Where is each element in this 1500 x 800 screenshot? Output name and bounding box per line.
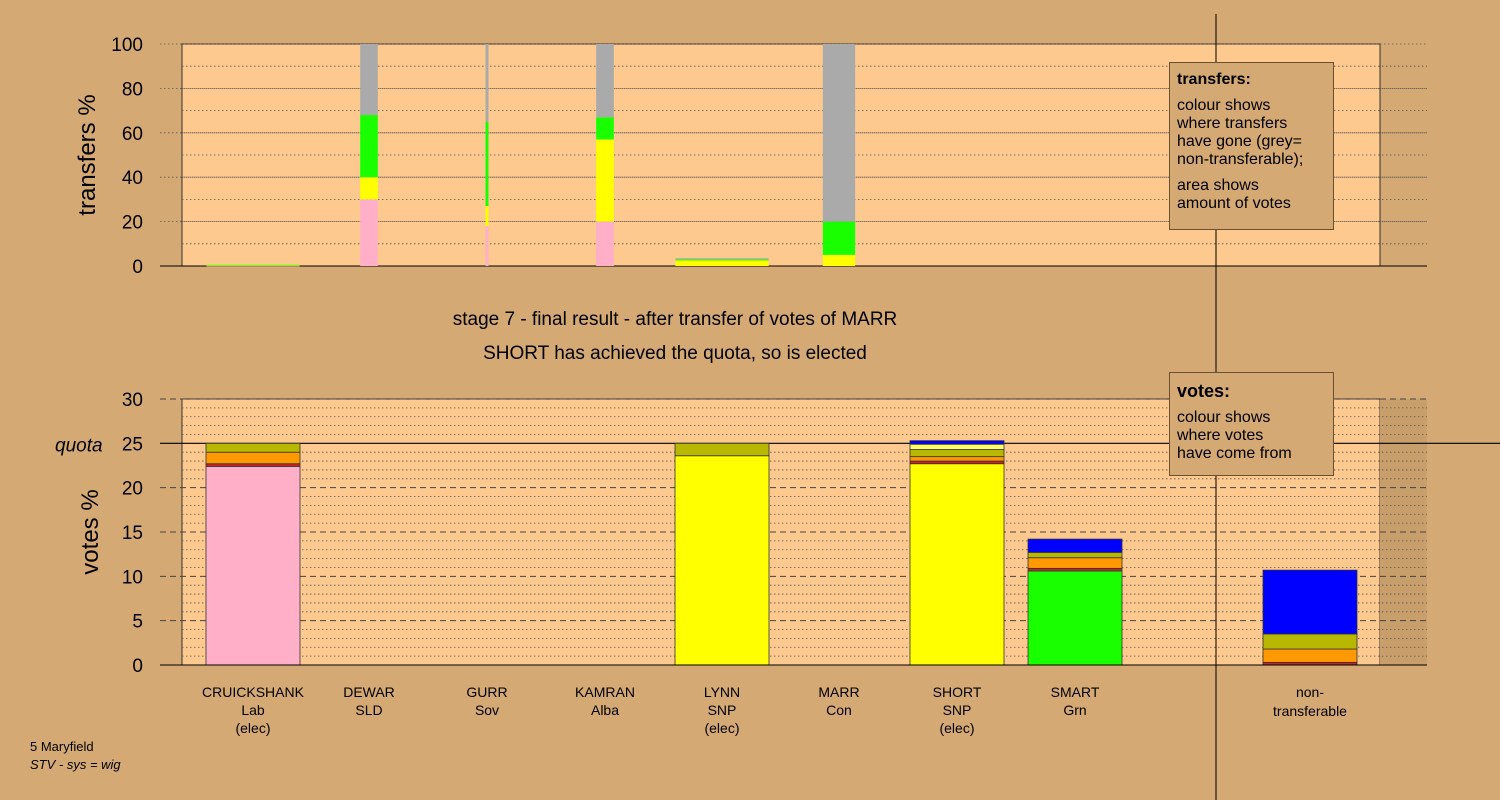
votes-tick-label: 10	[122, 567, 143, 588]
votes-panel: 0 5 10 15 20 30 quota 25 CRUICKSHANK Lab (elec) DEW…	[55, 390, 1500, 736]
votes-legend-line: where votes	[1177, 427, 1264, 444]
candidate-name: GURR	[466, 684, 507, 700]
transfers-tick-label: 100	[111, 35, 143, 56]
transfer-segment	[485, 206, 489, 227]
transfers-tick-label: 60	[122, 124, 143, 145]
nontransferable-label: non-	[1296, 684, 1324, 700]
candidate-status: (elec)	[235, 720, 270, 736]
transfers-legend-line: area shows	[1177, 177, 1259, 194]
vote-segment	[1262, 633, 1358, 650]
votes-tick-label: 5	[132, 612, 143, 633]
vote-segment	[909, 449, 1005, 458]
transfer-segment	[822, 254, 856, 266]
transfer-segment	[822, 221, 856, 255]
transfer-segment	[360, 199, 378, 266]
votes-legend-title: votes:	[1177, 381, 1231, 401]
quota-tick-label: 25	[122, 434, 143, 455]
candidate-party: Alba	[591, 702, 619, 718]
vote-segment	[909, 440, 1005, 445]
transfers-axis-title: transfers %	[74, 94, 101, 215]
transfer-segment	[675, 258, 769, 260]
vote-segment	[205, 451, 301, 465]
candidate-status: (elec)	[939, 720, 974, 736]
votes-axis-title: votes %	[77, 489, 104, 574]
transfers-tick-label: 20	[122, 213, 143, 234]
system-label: STV - sys = wig	[30, 757, 121, 772]
candidate-party: SNP	[708, 702, 737, 718]
vote-segment	[1027, 557, 1123, 569]
transfers-legend-line: colour shows	[1177, 97, 1271, 114]
vote-segment	[205, 465, 301, 666]
votes-legend-line: colour shows	[1177, 409, 1271, 426]
votes-tick-label: 20	[122, 479, 143, 500]
candidate-name: DEWAR	[343, 684, 395, 700]
nontransferable-label: transferable	[1273, 703, 1347, 719]
transfers-legend: transfers: colour shows where transfers …	[1169, 62, 1334, 230]
transfer-segment	[675, 259, 769, 261]
transfer-segment	[485, 226, 489, 266]
vote-segment	[1262, 569, 1358, 635]
vote-segment	[205, 442, 301, 453]
transfers-tick-label: 80	[122, 79, 143, 100]
transfer-segment	[360, 115, 378, 178]
vote-segment	[1027, 551, 1123, 559]
candidate-party: Lab	[241, 702, 265, 718]
candidate-name: MARR	[818, 684, 859, 700]
transfers-legend-line: amount of votes	[1177, 195, 1291, 212]
transfers-legend-line: where transfers	[1177, 115, 1288, 132]
transfers-legend-line: non-transferable);	[1177, 151, 1304, 168]
stage-subtitle: SHORT has achieved the quota, so is elec…	[483, 343, 867, 364]
candidate-name: SHORT	[933, 684, 982, 700]
candidate-party: Grn	[1063, 702, 1086, 718]
transfers-tick-label: 40	[122, 168, 143, 189]
candidate-name: LYNN	[704, 684, 740, 700]
stage-title: stage 7 - final result - after transfer …	[453, 309, 898, 330]
ward-name: 5 Maryfield	[30, 739, 94, 754]
votes-legend: votes: colour shows where votes have com…	[1169, 372, 1334, 476]
transfer-segment	[485, 121, 489, 207]
transfer-segment	[596, 221, 614, 266]
votes-tick-label: 0	[132, 656, 143, 677]
vote-segment	[674, 455, 770, 666]
vote-segment	[1027, 570, 1123, 666]
transfer-segment	[360, 177, 378, 200]
transfer-segment	[596, 139, 614, 222]
quota-label: quota	[55, 435, 103, 456]
candidate-party: Con	[826, 702, 852, 718]
vote-segment	[674, 442, 770, 457]
votes-tick-label: 30	[122, 390, 143, 411]
candidate-status: (elec)	[704, 720, 739, 736]
candidate-party: Sov	[475, 702, 499, 718]
vote-segment	[909, 456, 1005, 462]
transfer-segment	[596, 117, 614, 140]
vote-segment	[909, 443, 1005, 450]
candidate-name: KAMRAN	[575, 684, 635, 700]
votes-legend-line: have come from	[1177, 445, 1292, 462]
vote-segment	[1027, 538, 1123, 553]
candidate-party: SNP	[943, 702, 972, 718]
vote-segment	[1262, 648, 1358, 663]
transfer-segment	[206, 264, 300, 266]
transfer-segment	[596, 44, 614, 118]
vote-segment	[909, 463, 1005, 666]
transfer-segment	[822, 44, 856, 222]
candidate-name: CRUICKSHANK	[202, 684, 305, 700]
transfer-segment	[675, 260, 769, 266]
transfer-segment	[360, 44, 378, 116]
transfers-tick-label: 0	[132, 257, 143, 278]
transfer-segment	[485, 44, 489, 122]
candidate-name: SMART	[1051, 684, 1100, 700]
transfers-legend-line: have gone (grey=	[1177, 133, 1302, 150]
transfer-segment	[206, 265, 300, 267]
votes-tick-label: 15	[122, 523, 143, 544]
transfers-legend-title: transfers:	[1177, 71, 1251, 88]
candidate-party: SLD	[355, 702, 382, 718]
